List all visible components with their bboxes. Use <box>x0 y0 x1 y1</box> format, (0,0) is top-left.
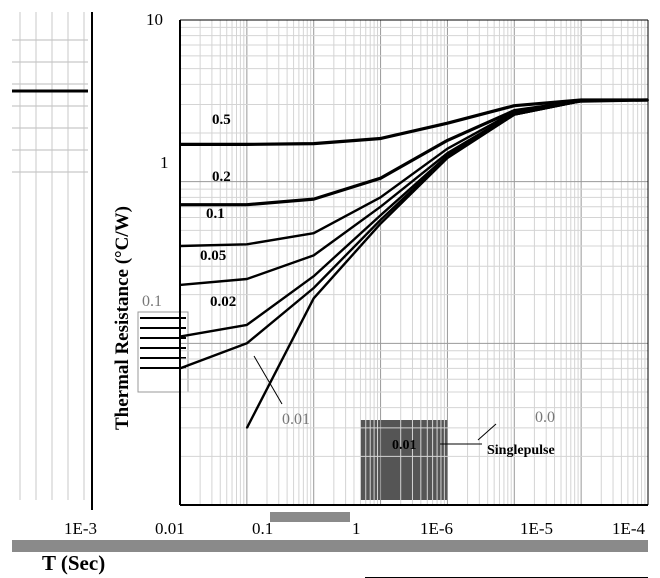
curve-0.5 <box>180 98 648 146</box>
curve-point-0.01 <box>246 342 248 345</box>
curve-point-0.2 <box>246 203 248 206</box>
curve-point-0.1 <box>379 196 382 199</box>
y-tick-label-10: 10 <box>146 10 163 29</box>
curve-point-singlepulse <box>580 100 582 102</box>
y-axis-label: Thermal Resistance (°C/W) <box>112 206 133 430</box>
curve-label-0.5: 0.5 <box>212 112 231 128</box>
curve-label-0.05: 0.05 <box>200 248 226 264</box>
curve-point-0.5 <box>246 143 248 146</box>
x-tick-label-1: 1 <box>352 519 361 538</box>
curve-point-0.01 <box>312 287 315 289</box>
curve-point-0.02 <box>379 214 382 217</box>
ghost-label-left: 0.1 <box>142 293 162 310</box>
curves <box>179 98 649 445</box>
scan-blotch <box>270 512 350 522</box>
curve-point-0.5 <box>446 122 449 124</box>
curve-point-0.5 <box>379 137 382 140</box>
curve-point-0.05 <box>379 205 382 208</box>
curve-point-singlepulse <box>513 113 516 116</box>
curve-point-singlepulse <box>246 427 248 429</box>
x-tick-label-1e-6: 1E-6 <box>420 519 453 538</box>
curve-point-0.1 <box>246 243 248 246</box>
curve-point-0.1 <box>446 147 449 150</box>
curve-label-singlepulse: Singlepulse <box>487 443 555 458</box>
scan-blotch <box>360 420 448 500</box>
curve-point-0.5 <box>312 142 315 145</box>
curve-point-0.05 <box>312 254 315 257</box>
x-axis-label: T (Sec) <box>42 551 105 575</box>
bottom-band <box>12 540 648 552</box>
curve-label-0.2: 0.2 <box>212 169 231 185</box>
curve-point-0.01 <box>379 219 382 221</box>
curve-point-0.02 <box>246 324 248 326</box>
axes <box>179 19 649 506</box>
ghost-label-right: 0.0 <box>535 409 555 426</box>
leader-line-left <box>253 355 283 405</box>
x-tick-label-0.01: 0.01 <box>155 519 185 538</box>
curve-point-singlepulse <box>312 297 315 300</box>
curve-point-0.2 <box>446 139 449 142</box>
curve-point-0.2 <box>312 198 315 200</box>
curve-point-0.5 <box>513 104 516 107</box>
curve-point-singlepulse <box>446 157 449 159</box>
curve-point-0.2 <box>379 177 382 180</box>
x-tick-label-1e-3: 1E-3 <box>64 519 97 538</box>
leader-line-singlepulse <box>477 423 497 441</box>
curve-point-singlepulse <box>379 222 382 225</box>
x-tick-label-1e-5: 1E-5 <box>520 519 553 538</box>
ghost-label-bottom: 0.01 <box>282 411 310 428</box>
curve-point-0.05 <box>446 152 449 154</box>
x-tick-label-0.1: 0.1 <box>252 519 273 538</box>
curve-label-0.01: 0.01 <box>392 438 417 453</box>
curve-label-0.1: 0.1 <box>206 206 225 222</box>
curve-label-0.02: 0.02 <box>210 294 236 310</box>
curve-point-0.02 <box>312 275 315 278</box>
curve-point-0.05 <box>246 278 248 280</box>
curve-point-0.1 <box>312 232 315 234</box>
x-tick-label-1e-4: 1E-4 <box>612 519 646 538</box>
y-tick-label-1: 1 <box>160 153 169 172</box>
